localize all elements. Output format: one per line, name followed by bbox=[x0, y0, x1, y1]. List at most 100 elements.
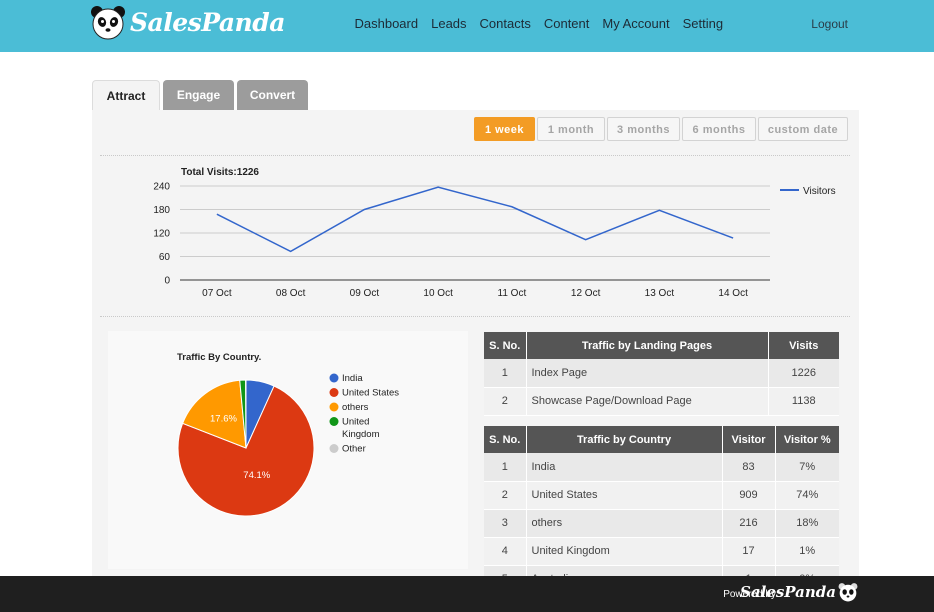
y-tick-label: 0 bbox=[164, 276, 170, 287]
nav-dashboard[interactable]: Dashboard bbox=[354, 16, 419, 31]
cell-visitor: 216 bbox=[722, 509, 776, 538]
pie-data-label: 74.1% bbox=[243, 470, 270, 481]
y-tick-label: 240 bbox=[153, 182, 170, 193]
date-range-selector: 1 week 1 month 3 months 6 months custom … bbox=[474, 117, 850, 141]
x-tick-label: 14 Oct bbox=[718, 288, 748, 299]
line-chart-title: Total Visits:1226 bbox=[181, 167, 259, 178]
legend-label: others bbox=[342, 402, 369, 413]
cell-visitor-percent: 1% bbox=[775, 537, 839, 566]
legend-swatch bbox=[329, 373, 339, 383]
legend-label: India bbox=[342, 373, 363, 384]
traffic-by-country-pie-chart: Traffic By Country. 74.1% 17.6% India Unit… bbox=[177, 352, 399, 517]
cell-visitor-percent: 18% bbox=[775, 509, 839, 538]
table-row: 2 Showcase Page/Download Page 1138 bbox=[484, 387, 839, 416]
pie-slice-others bbox=[181, 379, 247, 449]
line-chart-legend: Visitors bbox=[780, 186, 836, 197]
x-tick-label: 07 Oct bbox=[202, 288, 232, 299]
line-chart-grid bbox=[180, 185, 770, 281]
brand-logo[interactable]: SalesPanda bbox=[90, 2, 285, 42]
nav-my-account[interactable]: My Account bbox=[602, 16, 670, 31]
nav-content[interactable]: Content bbox=[543, 16, 590, 31]
cell-landing-page: Index Page bbox=[526, 359, 769, 388]
cell-sno: 4 bbox=[484, 537, 527, 566]
x-tick-label: 09 Oct bbox=[350, 288, 380, 299]
tab-engage[interactable]: Engage bbox=[163, 80, 234, 110]
nav-leads[interactable]: Leads bbox=[431, 16, 467, 31]
y-tick-label: 180 bbox=[153, 205, 170, 216]
cell-country: United States bbox=[526, 481, 723, 510]
x-tick-label: 08 Oct bbox=[276, 288, 306, 299]
legend-label: Other bbox=[342, 444, 366, 455]
range-3-months-button[interactable]: 3 months bbox=[607, 117, 680, 141]
pie-data-label: 17.6% bbox=[210, 414, 237, 425]
cell-sno: 1 bbox=[484, 359, 527, 388]
table-header-row: S. No. Traffic by Landing Pages Visits bbox=[484, 332, 839, 359]
cell-sno: 2 bbox=[484, 481, 527, 510]
panda-icon bbox=[91, 6, 125, 40]
landing-pages-table: S. No. Traffic by Landing Pages Visits 1… bbox=[484, 332, 839, 416]
y-tick-label: 60 bbox=[159, 252, 171, 263]
cell-visitor-percent: 7% bbox=[775, 453, 839, 482]
legend-visitors-label: Visitors bbox=[803, 186, 836, 197]
cell-country: India bbox=[526, 453, 723, 482]
col-landing-pages: Traffic by Landing Pages bbox=[526, 332, 769, 359]
legend-swatch bbox=[329, 417, 339, 426]
legend-swatch bbox=[329, 444, 339, 453]
col-visitor: Visitor bbox=[722, 426, 776, 453]
legend-swatch bbox=[329, 388, 339, 397]
cell-country: United Kingdom bbox=[526, 537, 723, 566]
table-row: 3 others 216 18% bbox=[484, 509, 839, 538]
cell-sno: 3 bbox=[484, 509, 527, 538]
line-chart-y-axis: 240 180 120 60 0 bbox=[153, 182, 170, 287]
table-row: 1 Index Page 1226 bbox=[484, 359, 839, 388]
nav-setting[interactable]: Setting bbox=[682, 16, 724, 31]
tab-convert[interactable]: Convert bbox=[237, 80, 308, 110]
legend-label: United bbox=[342, 417, 369, 428]
traffic-by-country-chart-card: Traffic By Country. 74.1% 17.6% India Unit… bbox=[108, 331, 468, 569]
cell-sno: 2 bbox=[484, 387, 527, 416]
country-traffic-table: S. No. Traffic by Country Visitor Visito… bbox=[484, 426, 839, 594]
cell-visitor-percent: 74% bbox=[775, 481, 839, 510]
visits-line-chart: Total Visits:1226 240 180 120 60 0 07 Oct 08 … bbox=[153, 167, 836, 299]
table-row: 4 United Kingdom 17 1% bbox=[484, 537, 839, 566]
cell-visitor: 83 bbox=[722, 453, 776, 482]
top-navbar: SalesPanda Dashboard Leads Contacts Cont… bbox=[0, 0, 934, 52]
footer-brand-name: SalesPanda bbox=[740, 583, 836, 601]
range-6-months-button[interactable]: 6 months bbox=[682, 117, 756, 141]
range-1-week-button[interactable]: 1 week bbox=[474, 117, 535, 141]
main-nav: Dashboard Leads Contacts Content My Acco… bbox=[348, 16, 730, 31]
legend-swatch bbox=[329, 402, 339, 412]
divider bbox=[100, 316, 850, 317]
y-tick-label: 120 bbox=[153, 229, 170, 240]
col-visits: Visits bbox=[768, 332, 839, 359]
cell-country: others bbox=[526, 509, 723, 538]
x-tick-label: 10 Oct bbox=[423, 288, 453, 299]
col-visitor-percent: Visitor % bbox=[775, 426, 839, 453]
pie-data-labels: 74.1% 17.6% bbox=[210, 414, 271, 481]
range-custom-date-button[interactable]: custom date bbox=[758, 117, 848, 141]
divider bbox=[100, 155, 850, 156]
x-tick-label: 13 Oct bbox=[645, 288, 675, 299]
footer-logo: SalesPanda bbox=[740, 582, 858, 602]
pie-chart-title: Traffic By Country. bbox=[177, 352, 261, 363]
tab-attract[interactable]: Attract bbox=[92, 80, 160, 110]
pie-slice-united-states bbox=[177, 385, 315, 517]
visitors-series-line bbox=[216, 186, 734, 253]
footer: Powered by SalesPanda bbox=[0, 576, 934, 612]
logout-link[interactable]: Logout bbox=[811, 17, 848, 31]
line-chart-x-axis: 07 Oct 08 Oct 09 Oct 10 Oct 11 Oct 12 Oct 13 O… bbox=[202, 288, 748, 299]
cell-visits: 1226 bbox=[768, 359, 839, 388]
legend-label: United States bbox=[342, 388, 399, 399]
col-country: Traffic by Country bbox=[526, 426, 723, 453]
pie-slices bbox=[177, 379, 315, 517]
cell-visits: 1138 bbox=[768, 387, 839, 416]
cell-landing-page: Showcase Page/Download Page bbox=[526, 387, 769, 416]
nav-contacts[interactable]: Contacts bbox=[479, 16, 531, 31]
col-sno: S. No. bbox=[484, 332, 527, 359]
tab-bar: Attract Engage Convert bbox=[92, 80, 311, 110]
col-sno: S. No. bbox=[484, 426, 527, 453]
brand-name: SalesPanda bbox=[130, 7, 285, 37]
range-1-month-button[interactable]: 1 month bbox=[537, 117, 605, 141]
legend-label: Kingdom bbox=[342, 429, 380, 440]
